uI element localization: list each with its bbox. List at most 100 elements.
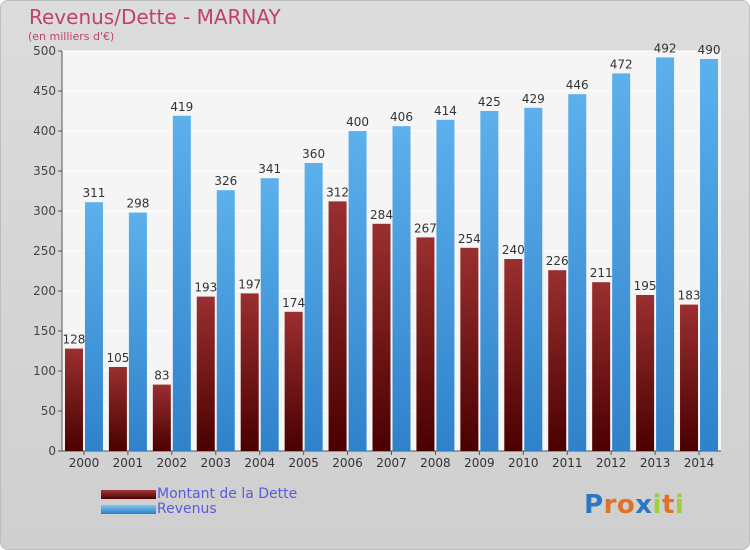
y-tick-label: 200 — [33, 284, 56, 298]
proxiti-logo: Proxiti — [584, 490, 684, 520]
revenue-value-label: 419 — [170, 100, 193, 114]
debt-bar — [548, 270, 567, 451]
debt-value-label: 183 — [678, 289, 701, 303]
x-tick-label: 2006 — [332, 456, 363, 470]
x-tick-label: 2009 — [464, 456, 495, 470]
x-tick-label: 2003 — [200, 456, 231, 470]
revenue-bar — [260, 178, 279, 451]
revenue-bar — [480, 111, 499, 451]
revenue-value-label: 341 — [258, 162, 281, 176]
debt-value-label: 195 — [634, 279, 657, 293]
debt-bar — [680, 304, 699, 451]
chart-title: Revenus/Dette - MARNAY — [29, 5, 281, 29]
revenue-bar — [128, 212, 147, 451]
revenue-value-label: 400 — [346, 115, 369, 129]
x-tick-label: 2010 — [508, 456, 539, 470]
debt-value-label: 128 — [63, 333, 86, 347]
revenue-bar — [612, 73, 631, 452]
logo-letter: r — [603, 490, 617, 520]
debt-value-label: 240 — [502, 243, 525, 257]
logo-letter: i — [674, 490, 685, 520]
debt-value-label: 312 — [326, 185, 349, 199]
debt-bar — [460, 247, 479, 451]
debt-bar — [592, 282, 611, 451]
debt-bar — [284, 311, 303, 451]
x-tick-label: 2014 — [684, 456, 715, 470]
revenue-bar — [568, 94, 587, 451]
debt-value-label: 197 — [238, 277, 261, 291]
logo-letter: i — [652, 490, 662, 520]
debt-bar — [196, 296, 215, 451]
legend-swatch-revenue — [101, 505, 156, 514]
revenue-bar — [656, 57, 675, 452]
legend-swatch-debt — [101, 490, 156, 499]
bar-chart: 0 50 100 150 200 250 300 350 400 450 500 2000 128 311… — [33, 41, 721, 470]
revenue-bar — [304, 163, 323, 451]
debt-value-label: 226 — [546, 254, 569, 268]
revenue-value-label: 414 — [434, 104, 457, 118]
x-tick-label: 2012 — [596, 456, 627, 470]
x-tick-label: 2008 — [420, 456, 451, 470]
logo-letter: t — [661, 490, 675, 520]
revenue-bar — [392, 126, 411, 451]
x-tick-label: 2005 — [288, 456, 319, 470]
revenue-bar — [436, 119, 455, 452]
revenue-bar — [216, 190, 235, 451]
debt-value-label: 193 — [194, 281, 217, 295]
revenue-value-label: 490 — [698, 43, 721, 57]
revenue-value-label: 472 — [610, 57, 633, 71]
y-tick-label: 500 — [33, 44, 56, 58]
debt-value-label: 267 — [414, 221, 437, 235]
revenue-value-label: 311 — [83, 186, 106, 200]
debt-value-label: 254 — [458, 232, 481, 246]
y-tick-label: 300 — [33, 204, 56, 218]
revenue-value-label: 492 — [654, 41, 677, 55]
revenue-value-label: 425 — [478, 95, 501, 109]
debt-bar — [636, 295, 655, 451]
x-tick-label: 2007 — [376, 456, 407, 470]
debt-bar — [504, 259, 523, 451]
revenue-value-label: 326 — [214, 174, 237, 188]
debt-value-label: 284 — [370, 208, 393, 222]
revenue-bar — [524, 107, 543, 452]
y-tick-label: 100 — [33, 364, 56, 378]
x-tick-label: 2002 — [157, 456, 188, 470]
revenue-value-label: 429 — [522, 92, 545, 106]
revenue-bar — [700, 59, 719, 451]
debt-bar — [108, 367, 127, 451]
debt-value-label: 105 — [106, 351, 129, 365]
debt-bar — [240, 293, 259, 451]
logo-letter: x — [635, 490, 653, 520]
debt-value-label: 211 — [590, 266, 613, 280]
revenue-value-label: 360 — [302, 147, 325, 161]
x-tick-label: 2013 — [640, 456, 671, 470]
y-tick-label: 250 — [33, 244, 56, 258]
x-tick-label: 2001 — [113, 456, 144, 470]
x-tick-label: 2000 — [69, 456, 100, 470]
y-tick-label: 350 — [33, 164, 56, 178]
y-tick-label: 150 — [33, 324, 56, 338]
debt-bar — [372, 223, 391, 451]
y-tick-label: 450 — [33, 84, 56, 98]
logo-letter: P — [584, 490, 604, 520]
debt-bar — [416, 237, 435, 451]
debt-bar — [328, 201, 347, 451]
revenue-value-label: 406 — [390, 110, 413, 124]
revenue-bar — [172, 115, 191, 452]
legend-label-debt: Montant de la Dette — [157, 486, 298, 502]
x-tick-label: 2004 — [244, 456, 275, 470]
logo-letter: o — [616, 490, 636, 520]
legend-label-revenue: Revenus — [157, 501, 217, 517]
x-tick-label: 2011 — [552, 456, 583, 470]
revenue-bar — [348, 131, 367, 451]
chart-subtitle: (en milliers d'€) — [28, 30, 115, 43]
revenue-value-label: 298 — [126, 197, 149, 211]
debt-bar — [64, 348, 83, 451]
revenue-value-label: 446 — [566, 78, 589, 92]
debt-value-label: 174 — [282, 296, 305, 310]
y-tick-label: 0 — [48, 444, 56, 458]
y-tick-label: 50 — [41, 404, 56, 418]
revenue-bar — [84, 202, 103, 451]
debt-bar — [152, 384, 171, 451]
